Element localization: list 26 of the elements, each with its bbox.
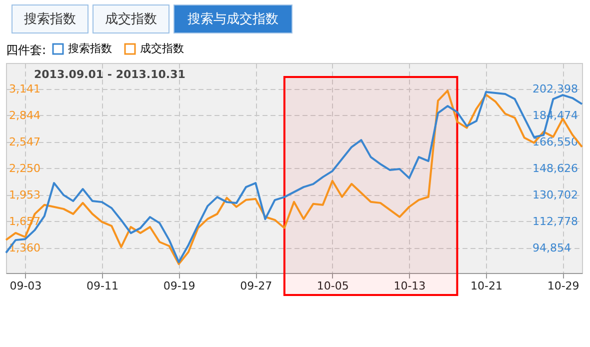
x-tick-label: 10-29 <box>547 280 580 292</box>
y2-tick-label: 94,854 <box>532 242 571 255</box>
y2-tick-label: 130,702 <box>532 188 578 202</box>
x-tick-label: 10-21 <box>470 280 502 292</box>
x-tick-label: 09-03 <box>10 280 42 292</box>
x-tick-label: 09-11 <box>86 280 118 292</box>
x-tick-label: 09-19 <box>163 280 196 292</box>
text: 搜索指数 <box>24 12 76 27</box>
legend-title: 四件套: <box>6 43 46 57</box>
y2-tick-label: 202,398 <box>532 82 578 96</box>
legend-label: 成交指数 <box>140 42 184 55</box>
y-tick-label: 1,360 <box>9 241 40 254</box>
y-tick-label: 2,844 <box>9 108 40 122</box>
text: 2013.09.01 - 2013.10.31 <box>34 68 186 81</box>
text: 搜索与成交指数 <box>188 11 278 27</box>
x-tick-label: 10-05 <box>316 280 349 292</box>
y2-tick-label: 112,778 <box>532 215 578 228</box>
y2-tick-label: 148,626 <box>532 162 578 176</box>
x-tick-label: 09-27 <box>240 280 272 292</box>
y-tick-label: 1,953 <box>9 188 40 202</box>
text: 成交指数 <box>105 11 157 27</box>
y-tick-label: 2,250 <box>9 162 40 175</box>
y-tick-label: 2,547 <box>9 135 40 148</box>
x-tick-label: 10-13 <box>394 280 426 292</box>
legend-label: 搜索指数 <box>68 42 112 55</box>
y-tick-label: 3,141 <box>9 82 40 96</box>
